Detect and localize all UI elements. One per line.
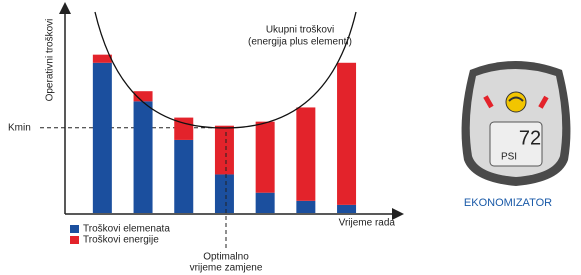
bar-segment — [215, 174, 234, 213]
bar-segment — [296, 201, 315, 213]
bar-segment — [337, 205, 356, 213]
bar-segment — [215, 126, 234, 175]
bar-segment — [174, 140, 193, 213]
legend-label: Troškovi elemenata — [83, 224, 170, 235]
legend-swatch — [70, 225, 79, 233]
bar-segment — [337, 63, 356, 205]
curve-label: (energija plus elementi) — [248, 37, 352, 48]
bar-segment — [296, 107, 315, 200]
optimum-label: Optimalno — [203, 252, 249, 263]
x-axis-label: Vrijeme rada — [339, 218, 396, 229]
bar-segment — [256, 122, 275, 193]
gauge-reading: 72 — [519, 127, 541, 149]
legend-swatch — [70, 236, 79, 244]
chart: Kmin Operativni troškovi Vrijeme rada Uk… — [0, 0, 581, 275]
bar-segment — [93, 63, 112, 213]
gauge-label: EKONOMIZATOR — [464, 197, 552, 209]
legend-label: Troškovi energije — [83, 235, 159, 246]
bar-segment — [134, 101, 153, 213]
bar-segment — [256, 193, 275, 213]
gauge-icon: 72 PSI — [462, 61, 571, 186]
y-axis-label: Operativni troškovi — [45, 19, 56, 102]
gauge-unit: PSI — [501, 152, 517, 163]
plot-area: Kmin — [8, 55, 356, 213]
page: {"chart_data": {"type": "stacked-bar", "… — [0, 0, 581, 275]
gauge-lamp — [506, 92, 526, 112]
optimum-label: vrijeme zamjene — [190, 263, 263, 274]
kmin-label: Kmin — [8, 122, 31, 133]
curve-label: Ukupni troškovi — [266, 25, 334, 36]
